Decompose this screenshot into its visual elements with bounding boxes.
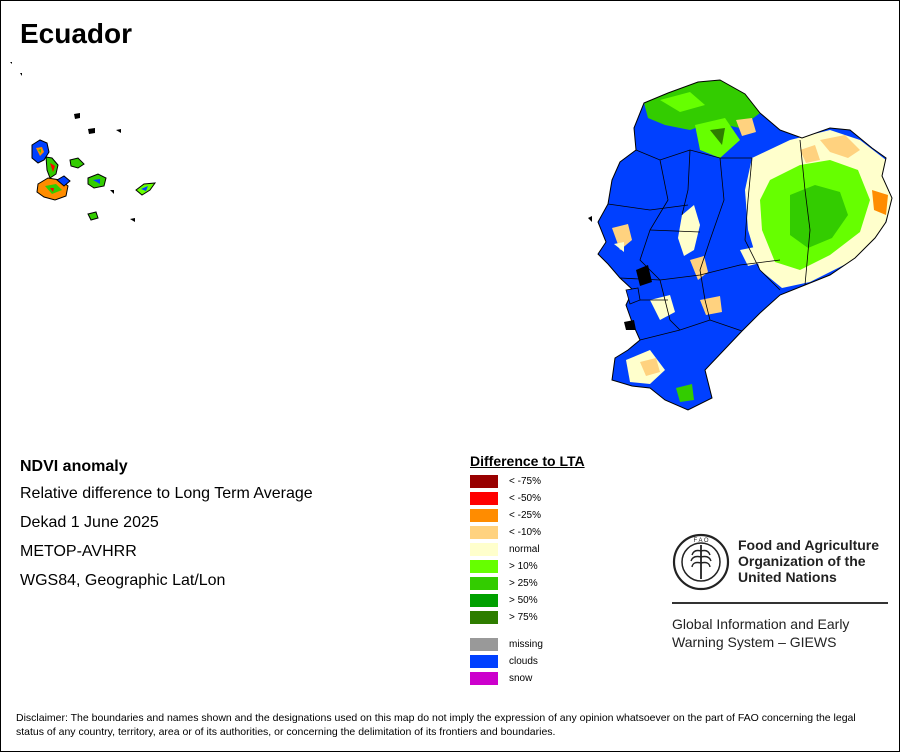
legend-swatch — [470, 611, 498, 624]
fao-emblem-icon: F A O — [672, 533, 730, 591]
legend-item: < -10% — [470, 524, 585, 541]
svg-text:F A O: F A O — [693, 538, 708, 544]
legend-swatch — [470, 577, 498, 590]
legend-label: > 10% — [509, 561, 538, 572]
legend-item: clouds — [470, 653, 585, 670]
legend-label: < -50% — [509, 493, 541, 504]
legend-swatch — [470, 509, 498, 522]
legend-label: > 75% — [509, 612, 538, 623]
legend-label: missing — [509, 639, 543, 650]
info-line: Dekad 1 June 2025 — [20, 514, 159, 531]
legend-item: < -75% — [470, 473, 585, 490]
legend-item: > 75% — [470, 609, 585, 626]
legend-label: < -25% — [509, 510, 541, 521]
mainland-ecuador — [588, 79, 893, 411]
legend-swatch — [470, 594, 498, 607]
disclaimer: Disclaimer: The boundaries and names sho… — [16, 712, 856, 738]
legend-swatch — [470, 655, 498, 668]
fao-name-line: Food and Agriculture — [738, 537, 880, 553]
info-line: Relative difference to Long Term Average — [20, 485, 313, 502]
fao-logo-block: F A O Food and Agriculture Organization … — [672, 533, 888, 650]
legend-item: missing — [470, 636, 585, 653]
legend-label: normal — [509, 544, 540, 555]
legend-swatch — [470, 672, 498, 685]
legend-swatch — [470, 526, 498, 539]
legend-label: > 25% — [509, 578, 538, 589]
info-line: METOP-AVHRR — [20, 543, 137, 560]
legend-label: < -75% — [509, 476, 541, 487]
legend-item: snow — [470, 670, 585, 687]
legend-item: > 10% — [470, 558, 585, 575]
galapagos-islands — [10, 62, 157, 222]
legend: Difference to LTA < -75% < -50% < -25% < -1… — [470, 453, 585, 687]
legend-label: clouds — [509, 656, 538, 667]
info-heading: NDVI anomaly — [20, 458, 128, 475]
legend-swatch — [470, 638, 498, 651]
legend-swatch — [470, 475, 498, 488]
info-line: WGS84, Geographic Lat/Lon — [20, 572, 226, 589]
giews-line: Warning System – GIEWS — [672, 634, 837, 650]
legend-item: > 50% — [470, 592, 585, 609]
legend-item: < -50% — [470, 490, 585, 507]
legend-swatch — [470, 543, 498, 556]
legend-label: snow — [509, 673, 533, 684]
map-title: Ecuador — [20, 18, 133, 49]
map-canvas — [10, 62, 893, 411]
giews-line: Global Information and Early — [672, 616, 850, 632]
legend-swatch — [470, 560, 498, 573]
fao-name: Food and Agriculture Organization of the… — [738, 537, 898, 585]
legend-label: < -10% — [509, 527, 541, 538]
legend-label: > 50% — [509, 595, 538, 606]
fao-name-line: United Nations — [738, 569, 837, 585]
legend-swatch — [470, 492, 498, 505]
giews-text: Global Information and Early Warning Sys… — [672, 615, 900, 651]
legend-title: Difference to LTA — [470, 453, 585, 469]
logo-divider — [672, 602, 888, 604]
legend-item: > 25% — [470, 575, 585, 592]
legend-item: < -25% — [470, 507, 585, 524]
legend-item: normal — [470, 541, 585, 558]
fao-name-line: Organization of the — [738, 553, 866, 569]
map-info: NDVI anomaly Relative difference to Long… — [20, 458, 313, 601]
